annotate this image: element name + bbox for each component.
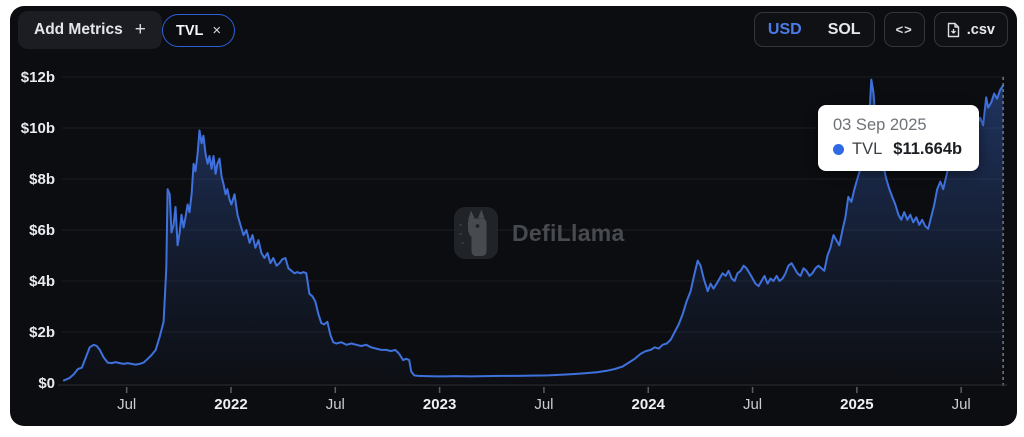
tooltip-row: TVL $11.664b <box>833 140 962 159</box>
download-csv-button[interactable]: .csv <box>933 12 1008 47</box>
x-tick-label: 2025 <box>840 396 873 413</box>
metric-pill-label: TVL <box>176 22 204 39</box>
series-dot-icon <box>833 144 844 155</box>
x-tick-label: 2023 <box>423 396 456 413</box>
chart-card: Add Metrics + TVL × USD SOL <> .csv Jul <box>10 6 1017 426</box>
x-tick-label: Jul <box>952 396 971 413</box>
close-icon[interactable]: × <box>212 22 222 39</box>
y-tick-label: $2b <box>29 324 55 341</box>
header-actions: USD SOL <> .csv <box>753 12 1008 47</box>
x-tick-label: Jul <box>326 396 345 413</box>
y-tick-label: $8b <box>29 171 55 188</box>
x-tick-label: 2022 <box>214 396 247 413</box>
currency-option-sol[interactable]: SOL <box>827 21 861 38</box>
csv-label: .csv <box>966 21 995 38</box>
add-metrics-label: Add Metrics <box>34 21 123 38</box>
chart-tooltip: 03 Sep 2025 TVL $11.664b <box>818 105 980 171</box>
plus-icon: + <box>134 19 146 40</box>
file-download-icon <box>947 22 960 38</box>
tooltip-date: 03 Sep 2025 <box>833 116 927 134</box>
y-tick-label: $0 <box>38 375 55 392</box>
metric-pill-tvl[interactable]: TVL × <box>162 14 236 47</box>
x-tick-label: 2024 <box>632 396 666 413</box>
x-tick-label: Jul <box>743 396 762 413</box>
currency-toggle: USD SOL <box>753 12 875 47</box>
tooltip-value: $11.664b <box>893 140 963 158</box>
currency-option-usd[interactable]: USD <box>767 21 802 38</box>
x-tick-label: Jul <box>534 396 553 413</box>
embed-code-button[interactable]: <> <box>883 12 925 47</box>
y-tick-label: $6b <box>29 222 55 239</box>
y-tick-label: $12b <box>21 69 55 86</box>
tooltip-series-label: TVL <box>852 140 883 158</box>
add-metrics-button[interactable]: Add Metrics + <box>18 11 162 49</box>
y-tick-label: $10b <box>21 120 55 137</box>
tvl-chart[interactable]: Jul 2022 Jul 2023 Jul 2024 Jul 2025 Jul $0 $2b $4b $… <box>10 56 1017 426</box>
y-tick-label: $4b <box>29 273 55 290</box>
code-icon: <> <box>895 22 913 37</box>
tvl-area-fill <box>63 79 1004 383</box>
x-tick-label: Jul <box>117 396 136 413</box>
